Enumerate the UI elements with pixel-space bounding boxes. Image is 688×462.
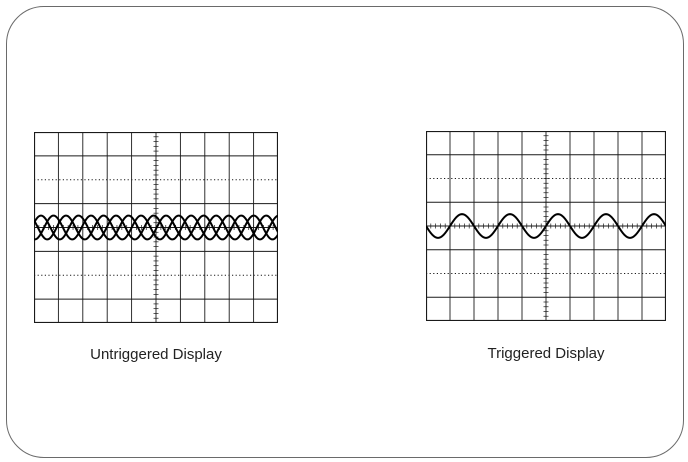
triggered-oscilloscope-screen [426,131,666,321]
waveform-trace [34,214,278,241]
figure-frame [6,6,684,458]
waveform-trace [34,214,278,241]
waveform-trace [34,214,278,241]
untriggered-display-caption: Untriggered Display [90,346,222,363]
waveform-trace [426,213,666,239]
triggered-display-caption: Triggered Display [487,345,605,362]
untriggered-oscilloscope-screen [34,132,278,323]
